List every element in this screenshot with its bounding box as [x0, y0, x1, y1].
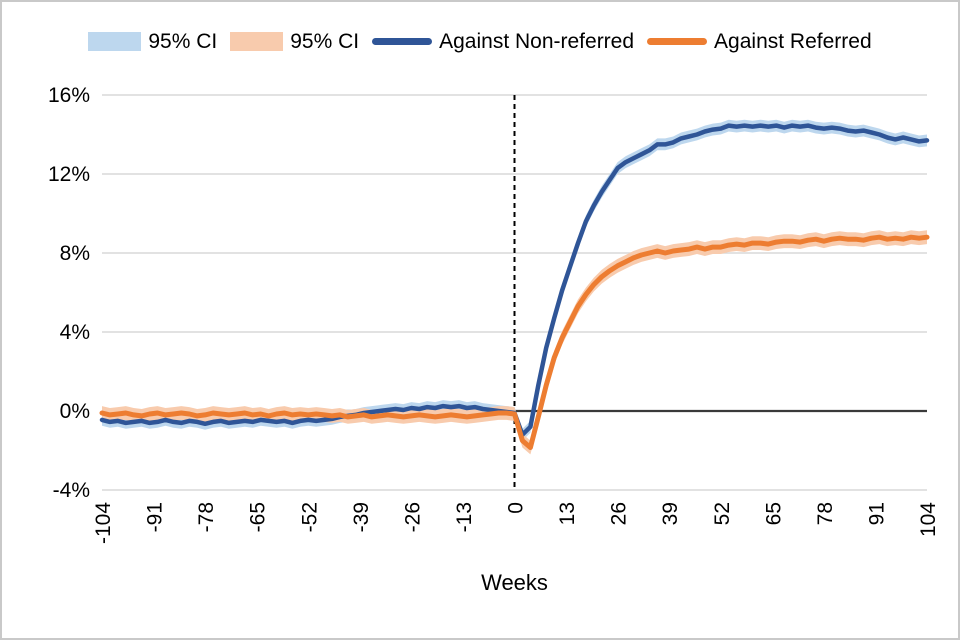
- x-tick-label: 78: [814, 502, 837, 525]
- ci-band-against-referred: [102, 230, 927, 455]
- x-tick-label: 0: [505, 502, 528, 514]
- x-tick-label: 91: [865, 502, 888, 525]
- x-tick-label: 13: [556, 502, 579, 525]
- legend-label: Against Referred: [714, 30, 872, 53]
- legend-label: Against Non-referred: [439, 30, 635, 53]
- x-tick-label: 26: [608, 502, 631, 525]
- legend: 95% CI 95% CI Against Non-referred Again…: [2, 31, 958, 52]
- x-tick-label: -52: [298, 502, 321, 532]
- x-tick-label: -104: [92, 502, 115, 544]
- x-tick-label: -26: [401, 502, 424, 532]
- legend-item-ci-referred: 95% CI: [230, 31, 359, 52]
- x-tick-label: -13: [453, 502, 476, 532]
- series-line-against-referred: [99, 234, 930, 450]
- legend-item-against-referred: Against Referred: [647, 31, 872, 52]
- legend-item-ci-nonreferred: 95% CI: [88, 31, 217, 52]
- y-tick-label: 4%: [60, 321, 90, 344]
- x-tick-label: 52: [711, 502, 734, 525]
- ci-band-swatch: [230, 32, 284, 51]
- y-tick-label: 8%: [60, 242, 90, 265]
- x-tick-label: 104: [917, 502, 940, 537]
- line-swatch: [647, 38, 708, 45]
- x-tick-label: -65: [247, 502, 270, 532]
- legend-label: 95% CI: [148, 30, 218, 53]
- x-tick-label: -39: [350, 502, 373, 532]
- y-tick-label: 16%: [48, 84, 90, 107]
- legend-label: 95% CI: [290, 30, 360, 53]
- y-tick-label: 12%: [48, 163, 90, 186]
- y-tick-label: -4%: [53, 479, 90, 502]
- x-tick-label: -91: [144, 502, 167, 532]
- legend-item-against-non-referred: Against Non-referred: [372, 31, 634, 52]
- ci-band-swatch: [88, 32, 142, 51]
- x-tick-label: 39: [659, 502, 682, 525]
- x-axis-title: Weeks: [481, 570, 548, 595]
- y-tick-label: 0%: [60, 400, 90, 423]
- x-tick-label: 65: [762, 502, 785, 525]
- line-swatch: [372, 38, 433, 45]
- x-tick-label: -78: [195, 502, 218, 532]
